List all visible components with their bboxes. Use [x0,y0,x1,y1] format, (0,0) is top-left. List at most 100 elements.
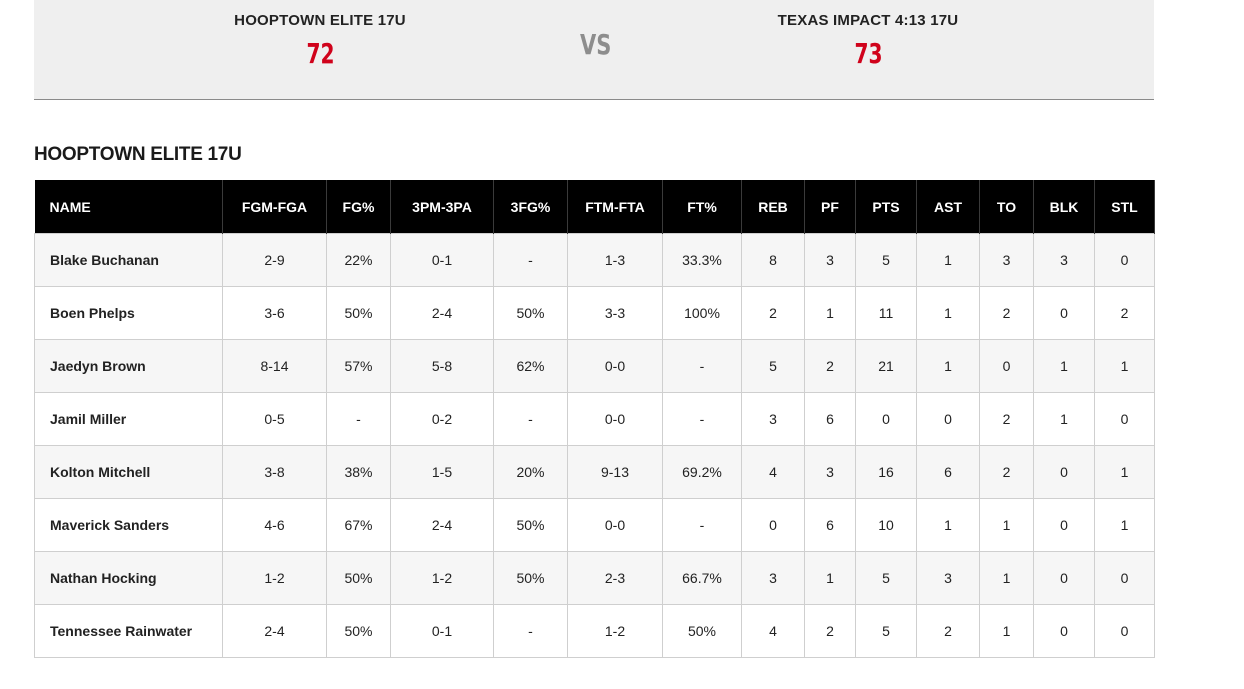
table-row: Kolton Mitchell 3-8 38% 1-5 20% 9-13 69.2% 4 3 16… [34,445,1155,499]
column-header-pts[interactable]: PTS [855,180,917,234]
column-header-ast[interactable]: AST [916,180,980,234]
stat-cell: 8-14 [222,339,327,393]
stat-cell: 3-6 [222,286,327,340]
player-name[interactable]: Jamil Miller [34,392,223,446]
stat-cell: 1-2 [222,551,327,605]
column-header-name[interactable]: NAME [34,180,223,234]
stat-cell: 0 [1094,551,1155,605]
column-header-ftm-fta[interactable]: FTM-FTA [567,180,663,234]
stat-cell: 3 [916,551,980,605]
column-header-blk[interactable]: BLK [1033,180,1095,234]
stat-cell: 1 [916,498,980,552]
stat-cell: 5 [855,551,917,605]
player-name[interactable]: Maverick Sanders [34,498,223,552]
stat-cell: 0 [1033,604,1095,658]
stat-cell: - [493,233,568,287]
column-header-stl[interactable]: STL [1094,180,1155,234]
stat-cell: 69.2% [662,445,742,499]
player-name[interactable]: Tennessee Rainwater [34,604,223,658]
away-team-name[interactable]: TEXAS IMPACT 4:13 17U [777,12,959,29]
stat-cell: 1 [1094,445,1155,499]
stat-cell: 0 [1033,498,1095,552]
home-team-name[interactable]: HOOPTOWN ELITE 17U [234,12,406,29]
stat-cell: 10 [855,498,917,552]
stat-cell: 1 [804,286,856,340]
table-row: Nathan Hocking 1-2 50% 1-2 50% 2-3 66.7% 3 1 5 3 1 0… [34,551,1155,605]
stat-cell: 0 [855,392,917,446]
table-row: Tennessee Rainwater 2-4 50% 0-1-1-2 50% 4 2 5 2 1… [34,604,1155,658]
stat-cell: - [662,339,742,393]
player-name[interactable]: Jaedyn Brown [34,339,223,393]
home-team: HOOPTOWN ELITE 17U 72 [170,12,470,70]
column-header-pf[interactable]: PF [804,180,856,234]
stat-cell: 4 [741,604,805,658]
stat-cell: 0-0 [567,392,663,446]
stat-cell: 11 [855,286,917,340]
stat-cell: 4-6 [222,498,327,552]
stat-cell: 57% [326,339,391,393]
stat-cell: 3-8 [222,445,327,499]
column-header-ft[interactable]: FT% [662,180,742,234]
stat-cell: 2-3 [567,551,663,605]
table-body: Blake Buchanan 2-9 22% 0-1-1-3 33.3% 8 3 5 1 3 3 0 B… [34,233,1155,658]
stat-cell: 33.3% [662,233,742,287]
stat-cell: - [493,604,568,658]
stat-cell: 5 [855,233,917,287]
stat-cell: 50% [662,604,742,658]
stat-cell: 16 [855,445,917,499]
stat-cell: 3 [804,445,856,499]
box-score-table: NAME FGM-FGA FG% 3PM-3PA 3FG% FTM-FTA FT% REB PF… [34,180,1155,658]
column-header-reb[interactable]: REB [741,180,805,234]
stat-cell: 50% [326,604,391,658]
table-header-row: NAME FGM-FGA FG% 3PM-3PA 3FG% FTM-FTA FT% REB PF… [34,180,1155,234]
stat-cell: 0 [916,392,980,446]
stat-cell: 0-0 [567,498,663,552]
stat-cell: 1 [979,604,1034,658]
table-row: Jaedyn Brown 8-14 57% 5-8 62% 0-0-5 2 21 1 0 1 1 [34,339,1155,393]
column-header-fgm-fga[interactable]: FGM-FGA [222,180,327,234]
stat-cell: 5 [741,339,805,393]
stat-cell: 3 [741,551,805,605]
stat-cell: 3-3 [567,286,663,340]
stat-cell: 0 [1033,551,1095,605]
stat-cell: 0 [1094,233,1155,287]
column-header-to[interactable]: TO [979,180,1034,234]
table-row: Blake Buchanan 2-9 22% 0-1-1-3 33.3% 8 3 5 1 3 3 0 [34,233,1155,287]
stat-cell: 1 [979,498,1034,552]
stat-cell: 6 [916,445,980,499]
stat-cell: 0 [979,339,1034,393]
player-name[interactable]: Nathan Hocking [34,551,223,605]
stat-cell: 3 [804,233,856,287]
column-header-3fg[interactable]: 3FG% [493,180,568,234]
stat-cell: - [662,498,742,552]
away-team-score: 73 [853,37,883,70]
player-name[interactable]: Kolton Mitchell [34,445,223,499]
stat-cell: 1-5 [390,445,494,499]
stat-cell: 62% [493,339,568,393]
scoreboard: HOOPTOWN ELITE 17U 72 VS TEXAS IMPACT 4:… [34,0,1154,100]
stat-cell: 3 [1033,233,1095,287]
stat-cell: 0 [1094,392,1155,446]
stat-cell: 2 [1094,286,1155,340]
stat-cell: 1 [1094,339,1155,393]
stat-cell: 1 [979,551,1034,605]
player-name[interactable]: Boen Phelps [34,286,223,340]
column-header-fg[interactable]: FG% [326,180,391,234]
stat-cell: 2 [804,604,856,658]
away-team: TEXAS IMPACT 4:13 17U 73 [718,12,1018,70]
player-name[interactable]: Blake Buchanan [34,233,223,287]
stat-cell: 50% [326,551,391,605]
table-row: Boen Phelps 3-6 50% 2-4 50% 3-3 100% 2 1 11 1 2 0 2 [34,286,1155,340]
column-header-3pm-3pa[interactable]: 3PM-3PA [390,180,494,234]
stat-cell: 2-4 [390,286,494,340]
stat-cell: 0 [741,498,805,552]
stat-cell: 0-1 [390,604,494,658]
home-team-score: 72 [305,37,335,70]
stat-cell: 1 [916,233,980,287]
box-score-title: HOOPTOWN ELITE 17U [34,144,242,165]
stat-cell: 67% [326,498,391,552]
stat-cell: 3 [979,233,1034,287]
stat-cell: 5 [855,604,917,658]
stat-cell: 6 [804,498,856,552]
stat-cell: 2-4 [390,498,494,552]
